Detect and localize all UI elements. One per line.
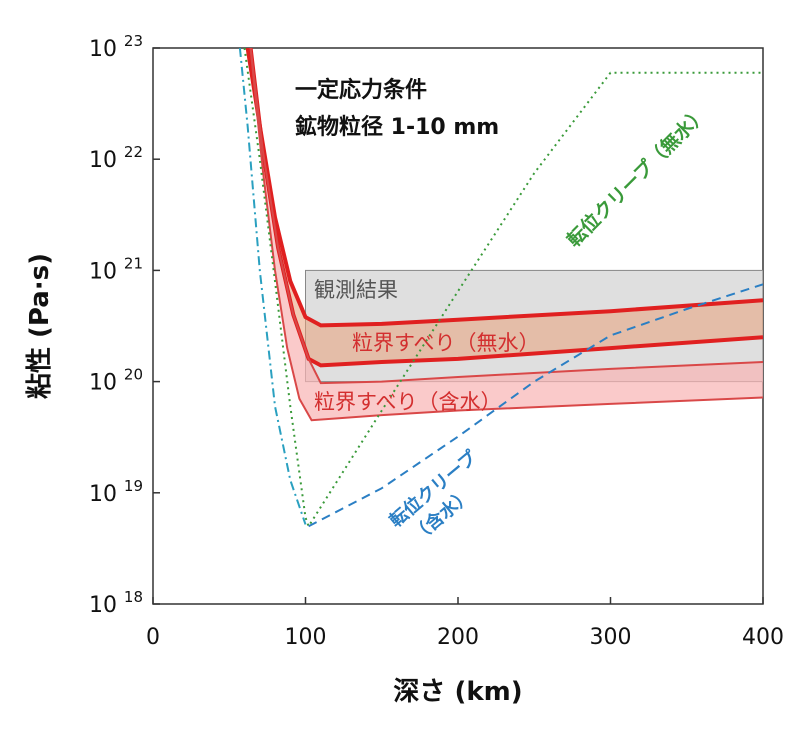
dislocation-creep-dry-label: 転位クリープ（無水） xyxy=(562,102,712,252)
annotation-grain-size: 鉱物粒径 1-10 mm xyxy=(295,114,499,140)
x-tick-label: 200 xyxy=(437,625,479,650)
x-axis-label: 深さ (km) xyxy=(393,677,522,707)
grain-boundary-sliding-dry-label: 粒界すべり（無水） xyxy=(352,331,540,355)
y-tick-exponent: 23 xyxy=(124,32,143,50)
y-tick-label: 10 xyxy=(89,259,117,284)
x-tick-label: 400 xyxy=(742,625,784,650)
x-tick-label: 300 xyxy=(590,625,632,650)
band-lower-line-1 xyxy=(249,48,763,422)
y-tick-exponent: 21 xyxy=(124,254,143,272)
y-tick-label: 10 xyxy=(89,593,117,618)
band-upper-line-1 xyxy=(249,48,763,385)
band-fill-0 xyxy=(247,48,763,366)
x-tick-label: 100 xyxy=(285,625,327,650)
grain-boundary-sliding-wet-label: 粒界すべり（含水） xyxy=(314,390,502,414)
y-tick-label: 10 xyxy=(89,37,117,62)
y-tick-exponent: 19 xyxy=(124,477,143,495)
y-tick-label: 10 xyxy=(89,371,117,396)
y-tick-exponent: 22 xyxy=(124,143,143,161)
y-tick-label: 10 xyxy=(89,148,117,173)
y-tick-exponent: 18 xyxy=(124,588,143,606)
series-line-2 xyxy=(243,48,763,529)
series-line-3 xyxy=(308,283,763,528)
y-tick-label: 10 xyxy=(89,482,117,507)
band-fill-1 xyxy=(250,48,763,421)
y-axis-label: 粘性 (Pa·s) xyxy=(25,253,55,399)
series-line-4 xyxy=(238,48,307,525)
annotation-stress-condition: 一定応力条件 xyxy=(295,77,427,103)
y-tick-exponent: 20 xyxy=(124,366,143,384)
x-tick-label: 0 xyxy=(146,625,160,650)
observation-label: 観測結果 xyxy=(314,278,398,302)
